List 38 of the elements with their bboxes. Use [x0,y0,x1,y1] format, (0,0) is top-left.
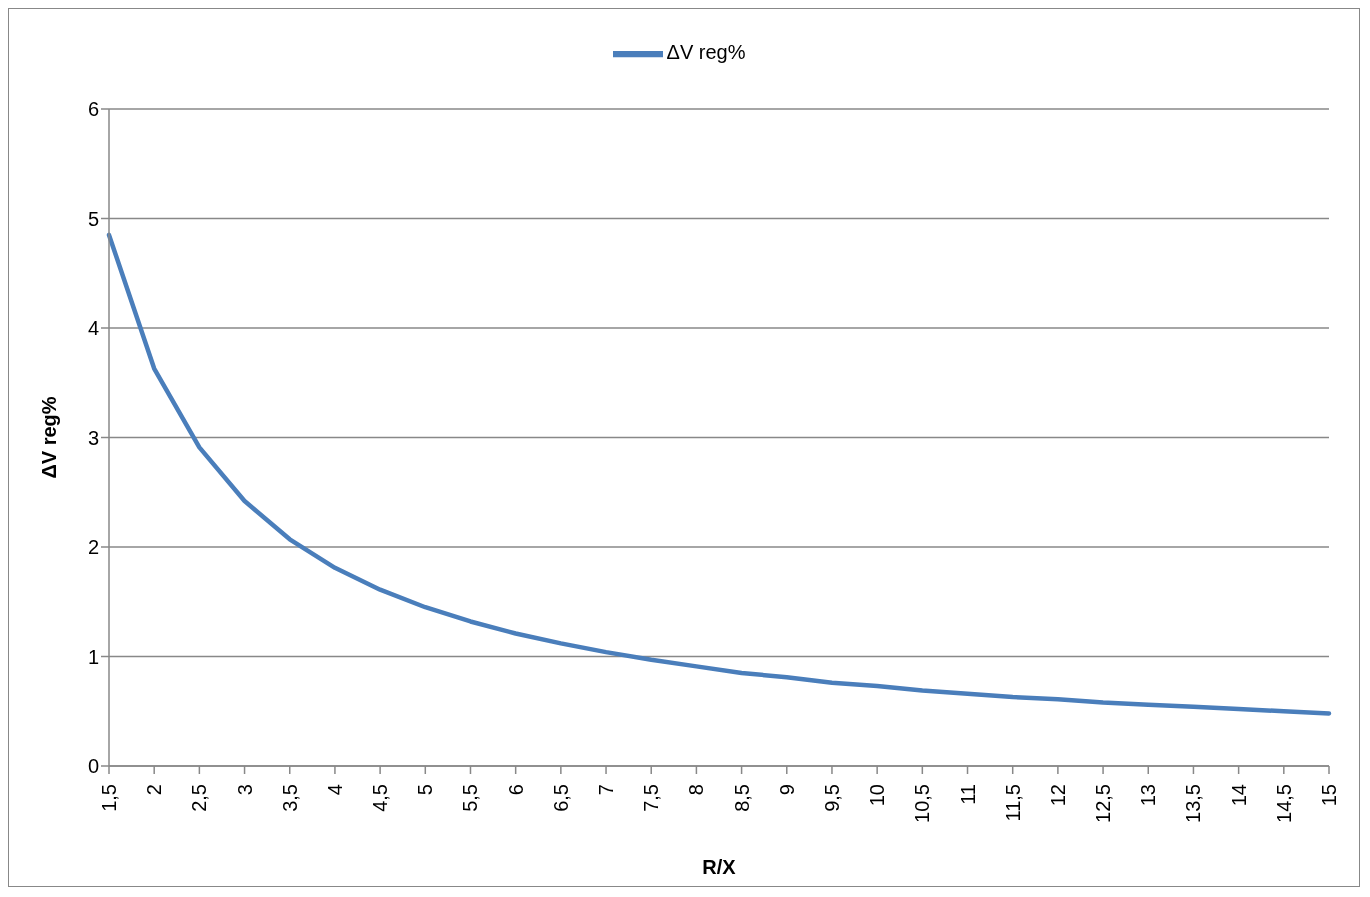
x-tick-label: 13 [1137,784,1160,807]
legend-label: ΔV reg% [666,41,746,64]
x-tick-label: 3,5 [278,784,301,812]
x-tick-label: 11,5 [1001,784,1024,822]
x-tick-label: 6,5 [549,784,572,812]
x-tick-label: 7,5 [640,784,663,812]
x-tick-label: 14,5 [1272,784,1295,823]
y-tick-label: 2 [87,536,99,559]
y-tick-label: 3 [87,426,99,449]
x-tick-label: 4,5 [369,784,392,812]
x-tick-label: 7 [595,784,618,796]
x-tick-label: 2 [143,784,166,796]
y-tick-label: 5 [87,207,99,230]
y-tick-label: 6 [87,98,99,121]
x-tick-label: 4 [323,784,346,796]
x-tick-label: 13,5 [1182,784,1205,823]
x-tick-label: 6 [504,784,527,796]
y-tick-label: 1 [87,645,99,668]
x-tick-label: 1,5 [98,784,120,812]
y-tick-label: 4 [87,317,99,340]
x-tick-label: 9 [775,784,798,796]
x-axis-title: R/X [702,856,737,878]
x-tick-label: 10,5 [911,784,934,823]
x-tick-label: 3 [233,784,256,796]
x-tick-label: 2,5 [188,784,211,812]
x-tick-label: 12 [1046,784,1069,807]
x-tick-label: 12,5 [1092,784,1115,823]
x-tick-label: 5,5 [459,784,482,812]
x-tick-label: 5 [414,784,437,796]
y-tick-label: 0 [87,755,99,778]
x-tick-label: 11 [956,784,979,805]
x-tick-label: 14 [1227,784,1250,807]
x-tick-label: 8,5 [730,784,753,812]
x-tick-label: 10 [866,784,889,807]
x-tick-label: 8 [685,784,708,796]
y-axis-title: ΔV reg% [38,396,61,479]
x-tick-label: 15 [1318,784,1340,807]
x-tick-label: 9,5 [820,784,843,812]
